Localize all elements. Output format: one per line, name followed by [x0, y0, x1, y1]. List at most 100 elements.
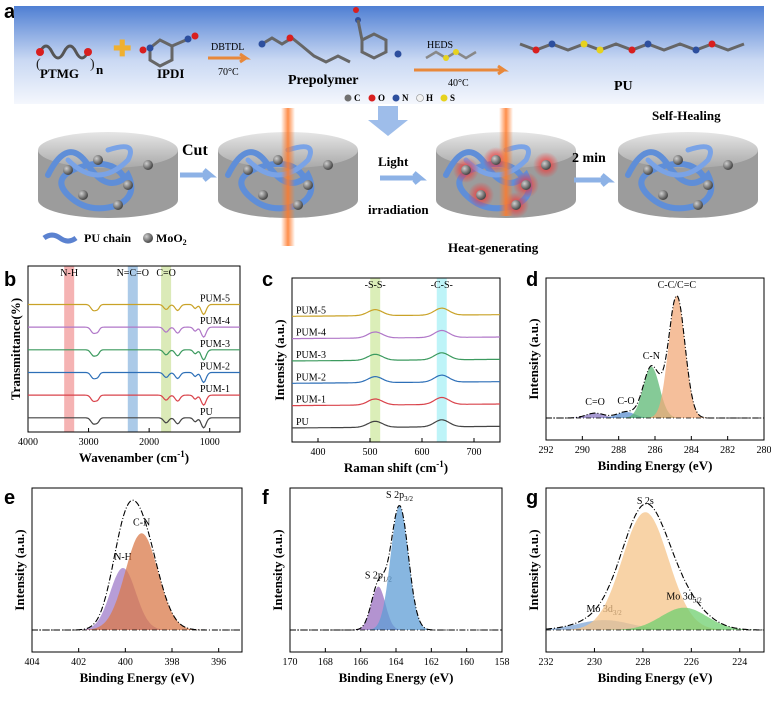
light-beam-1	[281, 108, 295, 246]
series-label-b-4: PUM-1	[200, 384, 230, 395]
xtick-label-f-0: 170	[283, 657, 298, 668]
xtick-label-g-3: 226	[684, 657, 699, 668]
atom-legend-c: C	[354, 93, 361, 103]
moo2-particle	[113, 200, 123, 210]
moo2-particle	[511, 200, 521, 210]
ylabel-g: Intensity (a.u.)	[526, 529, 541, 610]
arrow2-top: HEDS	[427, 40, 453, 51]
xtick-label-f-4: 162	[424, 657, 439, 668]
peak-e-1	[32, 533, 242, 630]
xlabel-f: Binding Energy (eV)	[339, 670, 454, 685]
label-ipdi: IPDI	[157, 66, 184, 81]
panel-letter-e: e	[4, 487, 15, 509]
peak-label-d-1: C-O	[617, 396, 634, 407]
xtick-label-e-1: 402	[71, 657, 86, 668]
xtick-label-d-2: 288	[611, 445, 626, 456]
peak-label-g-1: S 2s	[637, 496, 654, 507]
xlabel-d: Binding Energy (eV)	[598, 458, 713, 473]
ylabel-b: Transmittance(%)	[8, 298, 23, 400]
chart-panels: b N-H N=C=O C=O 4000 3000 2000 1000 Wavenamber (…	[4, 265, 771, 685]
chart-b: b N-H N=C=O C=O 4000 3000 2000 1000 Wavenamber (…	[4, 265, 241, 465]
panel-letter-f: f	[262, 487, 269, 509]
xtick-label-g-1: 230	[587, 657, 602, 668]
xtick-label-b-2: 2000	[139, 437, 159, 448]
label-pu: PU	[614, 79, 633, 94]
arrow2-bottom: 40°C	[448, 78, 469, 89]
axes-frame-e	[31, 487, 243, 653]
panel-letter-c: c	[262, 269, 273, 291]
ylabel-f: Intensity (a.u.)	[270, 529, 285, 610]
band-c-0	[370, 278, 381, 442]
arrow1	[208, 52, 251, 64]
xtick-label-d-4: 284	[684, 445, 699, 456]
moo2-particle	[703, 180, 713, 190]
series-line-b-2	[28, 349, 240, 361]
xtick-label-d-5: 282	[720, 445, 735, 456]
xtick-label-d-3: 286	[648, 445, 663, 456]
axes-frame-b	[27, 265, 241, 433]
xtick-label-b-1: 3000	[79, 437, 99, 448]
svg-text:(: (	[36, 57, 41, 72]
band-b-2	[161, 266, 172, 432]
axes-frame-g	[545, 487, 765, 653]
series-label-b-0: PUM-5	[200, 293, 230, 304]
plus-sign: ✚	[113, 36, 131, 61]
moo2-particle	[491, 155, 501, 165]
series-label-c-5: PU	[296, 417, 310, 428]
xtick-label-f-2: 166	[353, 657, 368, 668]
series-line-c-3	[292, 374, 500, 384]
label-prepolymer: Prepolymer	[288, 73, 359, 88]
band-b-0	[64, 266, 75, 432]
series-label-c-2: PUM-3	[296, 350, 326, 361]
series-label-c-0: PUM-5	[296, 305, 326, 316]
moo2-particle	[521, 180, 531, 190]
sample-disk-1	[38, 132, 178, 218]
xlabel-c: Raman shift (cm-1)	[344, 459, 448, 475]
xtick-label-e-0: 404	[25, 657, 40, 668]
moo2-particle	[123, 180, 133, 190]
xtick-label-f-5: 160	[459, 657, 474, 668]
series-label-c-4: PUM-1	[296, 395, 326, 406]
light-beam-2	[499, 108, 513, 216]
moo2-particle	[323, 160, 333, 170]
xtick-label-c-0: 400	[311, 447, 326, 458]
xtick-label-c-1: 500	[363, 447, 378, 458]
series-label-b-1: PUM-4	[200, 316, 230, 327]
band-label-c-0: -S-S-	[365, 280, 386, 291]
xlabel-b: Wavenamber (cm-1)	[79, 449, 189, 465]
series-label-c-3: PUM-2	[296, 372, 326, 383]
legend-particle-icon	[143, 233, 153, 243]
chart-e: e 404 402 400 398 396 Binding Energy (eV) Inten…	[4, 487, 243, 685]
peak-label-d-3: C-C/C=C	[658, 280, 697, 291]
moo2-particle	[93, 155, 103, 165]
arrow2	[414, 64, 509, 76]
series-line-c-1	[292, 329, 500, 340]
moo2-particle	[673, 155, 683, 165]
down-arrow	[368, 106, 408, 136]
chart-c: c -S-S- -C-S- 400 500 600 700 Raman shift (cm-1…	[262, 269, 501, 475]
moo2-particle	[273, 155, 283, 165]
moo2-particle	[143, 160, 153, 170]
xlabel-e: Binding Energy (eV)	[80, 670, 195, 685]
xtick-label-d-0: 292	[539, 445, 554, 456]
label-ptmg-n: n	[96, 62, 104, 77]
step-self-healing: Self-Healing	[652, 108, 721, 123]
xtick-label-b-0: 4000	[18, 437, 38, 448]
xlabel-g: Binding Energy (eV)	[598, 670, 713, 685]
moo2-particle	[243, 165, 253, 175]
peak-label-f-1: S 2p3/2	[386, 490, 414, 503]
moo2-particle	[461, 165, 471, 175]
envelope-g	[545, 503, 764, 631]
peak-d-2	[546, 366, 764, 418]
band-c-1	[436, 278, 447, 442]
moo2-particle	[476, 190, 486, 200]
series-line-b-4	[28, 394, 240, 406]
series-line-c-4	[292, 396, 500, 407]
series-line-b-3	[28, 371, 240, 384]
arrow1-top: DBTDL	[211, 42, 244, 53]
xtick-label-f-6: 158	[495, 657, 510, 668]
xtick-label-g-4: 224	[732, 657, 747, 668]
ylabel-d: Intensity (a.u.)	[526, 318, 541, 399]
xtick-label-d-1: 290	[575, 445, 590, 456]
